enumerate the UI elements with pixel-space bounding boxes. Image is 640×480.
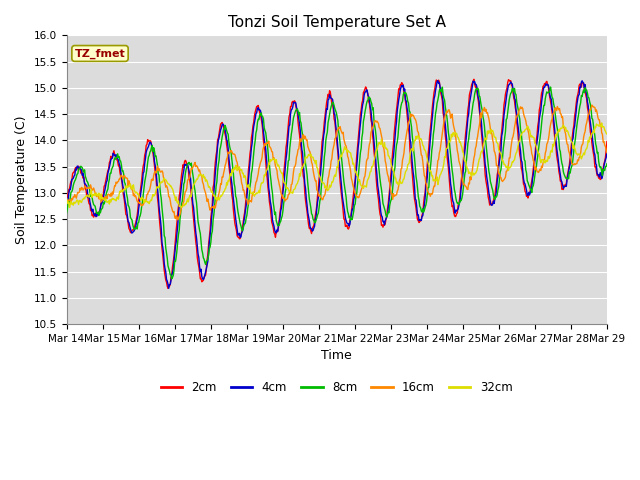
Text: TZ_fmet: TZ_fmet (75, 48, 125, 59)
Title: Tonzi Soil Temperature Set A: Tonzi Soil Temperature Set A (228, 15, 445, 30)
Legend: 2cm, 4cm, 8cm, 16cm, 32cm: 2cm, 4cm, 8cm, 16cm, 32cm (156, 377, 517, 399)
X-axis label: Time: Time (321, 349, 352, 362)
Y-axis label: Soil Temperature (C): Soil Temperature (C) (15, 116, 28, 244)
